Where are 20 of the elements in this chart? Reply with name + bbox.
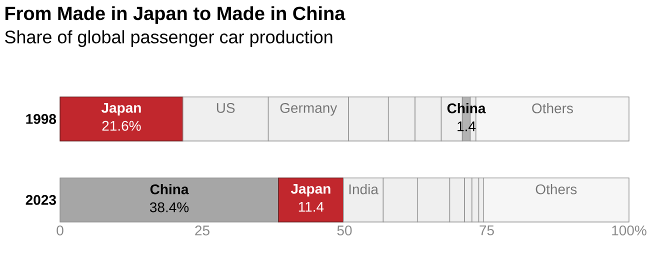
data-label: Japan 11.4	[290, 184, 330, 212]
y-tick-label: 1998	[26, 114, 56, 124]
x-tick-label: 50	[337, 226, 352, 236]
x-tick-label: 0	[56, 226, 64, 236]
data-label: Others	[536, 184, 577, 194]
data-label: Japan 21.6%	[101, 103, 141, 131]
y-tick-label: 2023	[26, 194, 56, 205]
bar	[60, 178, 279, 222]
data-label: Others	[532, 103, 573, 114]
bar	[482, 178, 630, 222]
chart-title: From Made in Japan to Made in China	[5, 6, 346, 24]
chart-subtitle: Share of global passenger car production	[5, 30, 332, 47]
data-label: China 1.4	[447, 103, 486, 132]
data-label: Germany	[280, 103, 338, 116]
data-label: China 38.4%	[150, 184, 189, 212]
x-tick-label: 25	[195, 226, 210, 236]
data-label: India	[349, 184, 378, 194]
data-label: US	[216, 103, 235, 113]
x-tick-label: 75	[480, 226, 494, 236]
x-tick-label: 100%	[612, 226, 646, 236]
